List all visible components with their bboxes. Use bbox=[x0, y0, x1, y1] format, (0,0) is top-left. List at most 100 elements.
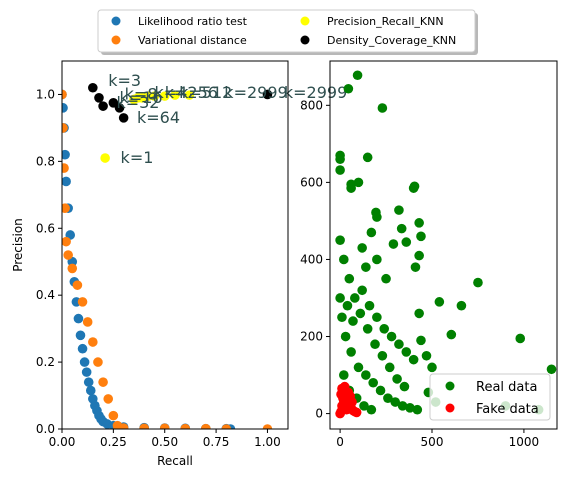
data-point bbox=[82, 317, 93, 327]
data-point bbox=[62, 103, 68, 113]
data-point bbox=[372, 254, 382, 265]
data-point bbox=[384, 362, 395, 373]
legend-label: Likelihood ratio test bbox=[138, 15, 248, 28]
data-point bbox=[346, 347, 356, 357]
data-point bbox=[342, 300, 353, 311]
data-point bbox=[372, 212, 382, 222]
data-point bbox=[98, 377, 108, 387]
data-point bbox=[62, 123, 68, 133]
x-tick-label: 500 bbox=[421, 435, 444, 449]
data-point bbox=[335, 293, 345, 303]
point-annotation: k=8 bbox=[125, 84, 158, 103]
x-axis-label: Recall bbox=[157, 454, 193, 468]
data-point bbox=[338, 397, 349, 407]
data-point bbox=[170, 90, 180, 100]
data-point bbox=[379, 324, 390, 334]
x-tick-label: 1.00 bbox=[254, 435, 281, 449]
data-point bbox=[62, 176, 71, 187]
data-point bbox=[362, 324, 373, 334]
plot-area bbox=[335, 70, 557, 419]
data-point bbox=[77, 343, 88, 354]
data-point bbox=[381, 273, 391, 284]
point-annotation: k=256 bbox=[165, 83, 218, 102]
data-point bbox=[456, 300, 467, 311]
legend-box bbox=[429, 373, 551, 421]
data-point bbox=[262, 89, 273, 100]
data-point bbox=[94, 93, 104, 103]
x-tick-label: 0.75 bbox=[203, 435, 230, 449]
data-point bbox=[388, 239, 399, 249]
data-point bbox=[412, 404, 423, 415]
y-tick-label: 600 bbox=[300, 175, 323, 189]
y-tick-label: 200 bbox=[300, 330, 323, 344]
data-point bbox=[139, 423, 149, 429]
data-point bbox=[350, 293, 360, 303]
data-point bbox=[335, 154, 345, 165]
data-point bbox=[414, 218, 424, 228]
data-point bbox=[368, 377, 378, 388]
data-point bbox=[408, 354, 419, 365]
data-point bbox=[338, 370, 349, 380]
data-point bbox=[414, 308, 424, 319]
left-plot: k=1k=3k=64k=32k=16k=8k=4k=256k=512k=2999… bbox=[11, 60, 347, 468]
data-point bbox=[386, 331, 397, 342]
axes-frame bbox=[61, 60, 289, 430]
legend-label: Precision_Recall_KNN bbox=[327, 15, 444, 28]
point-annotation: k=3 bbox=[108, 71, 141, 90]
top-legend: Likelihood ratio test Variational distanc… bbox=[97, 9, 478, 55]
data-point bbox=[262, 424, 273, 429]
data-point bbox=[341, 404, 352, 415]
data-point bbox=[427, 362, 437, 373]
data-point bbox=[149, 91, 160, 101]
point-annotation: k=512 bbox=[179, 83, 232, 102]
data-point bbox=[118, 113, 129, 123]
data-point bbox=[375, 385, 386, 396]
point-annotation: k=4 bbox=[154, 83, 187, 102]
data-point bbox=[335, 165, 345, 175]
data-point bbox=[361, 262, 371, 272]
data-point bbox=[62, 236, 71, 247]
axes-frame bbox=[329, 60, 558, 430]
point-annotation: k=2999 bbox=[224, 83, 287, 102]
data-point bbox=[546, 364, 557, 375]
point-annotation: k=64 bbox=[137, 108, 180, 127]
data-point bbox=[63, 250, 73, 260]
data-point bbox=[62, 163, 69, 173]
data-point bbox=[180, 423, 191, 429]
data-point bbox=[62, 89, 67, 100]
data-point bbox=[98, 101, 108, 111]
data-point bbox=[366, 404, 377, 415]
data-point bbox=[73, 313, 84, 324]
data-point bbox=[370, 339, 380, 350]
point-annotation: k=1 bbox=[121, 148, 154, 167]
legend-label: Density_Coverage_KNN bbox=[327, 34, 456, 47]
data-point bbox=[62, 149, 70, 160]
data-point bbox=[85, 385, 96, 396]
x-tick-label: 0.00 bbox=[49, 435, 76, 449]
data-point bbox=[401, 237, 412, 247]
data-point bbox=[421, 350, 432, 361]
data-point bbox=[81, 367, 92, 377]
data-point bbox=[100, 153, 110, 163]
y-tick-label: 0.6 bbox=[36, 221, 55, 235]
data-point bbox=[357, 285, 367, 296]
data-point bbox=[405, 403, 415, 413]
point-annotation: k=16 bbox=[120, 88, 163, 107]
data-point bbox=[416, 231, 426, 242]
data-point bbox=[75, 330, 86, 341]
data-point bbox=[366, 227, 377, 238]
data-point bbox=[392, 374, 402, 384]
legend-label: Variational distance bbox=[138, 34, 247, 47]
y-tick-label: 800 bbox=[300, 98, 323, 112]
legend-marker bbox=[445, 381, 455, 391]
data-point bbox=[362, 152, 373, 163]
data-point bbox=[79, 357, 90, 367]
legend-marker bbox=[111, 16, 121, 26]
data-point bbox=[88, 337, 98, 347]
legend-marker bbox=[300, 16, 310, 26]
legend-label: Real data bbox=[476, 380, 537, 395]
data-point bbox=[77, 297, 88, 307]
plot-area bbox=[62, 82, 273, 429]
data-point bbox=[355, 308, 366, 319]
data-point bbox=[108, 410, 119, 421]
